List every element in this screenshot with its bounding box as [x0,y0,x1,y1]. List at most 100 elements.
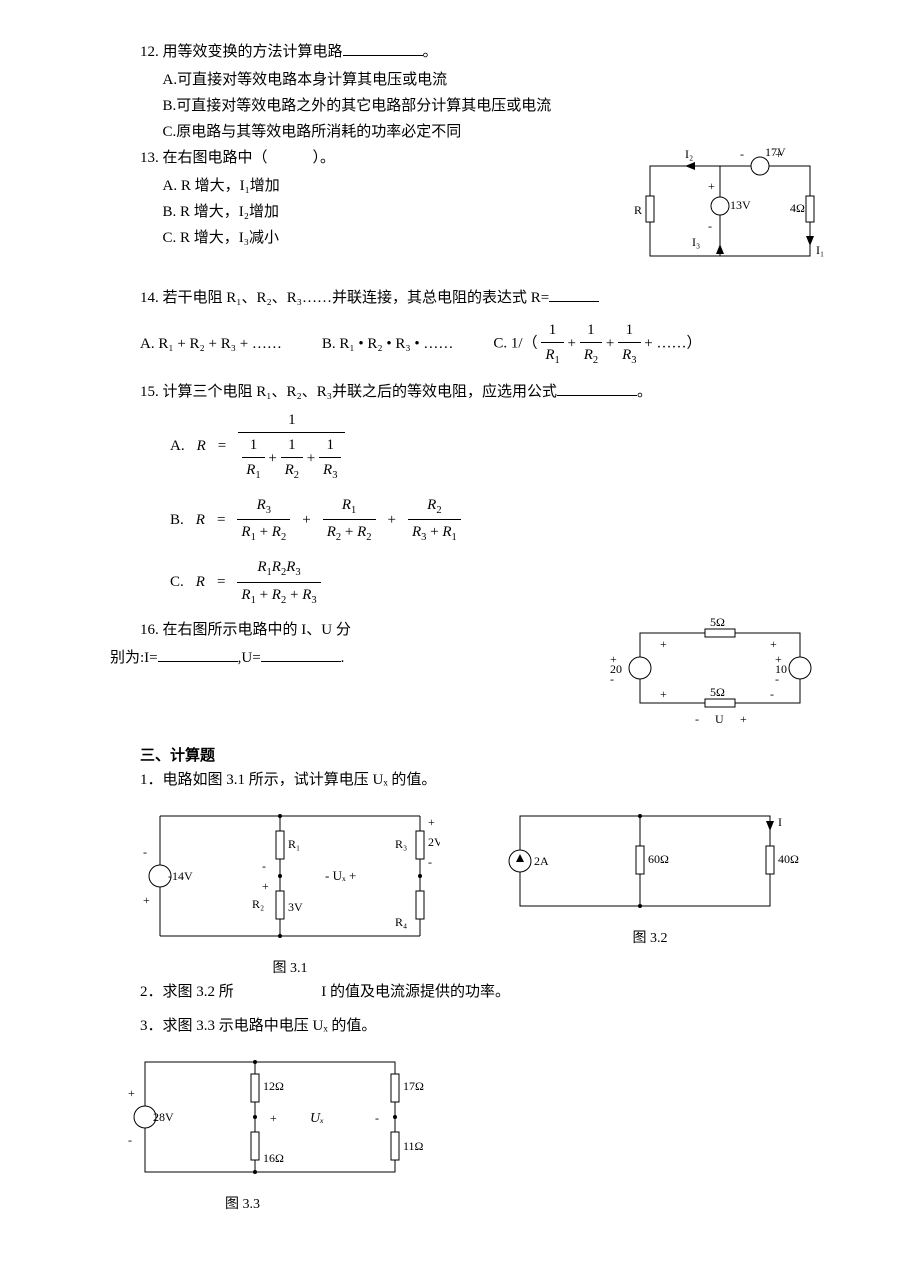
svg-text:+: + [770,637,777,651]
p1-r4: R₄ [395,915,407,929]
q13-i2: I₂ [685,147,693,161]
q14-opts: A. R₁ + R₂ + R₃ + …… B. R₁ • R₂ • R₃ • …… [140,318,830,370]
q13-opt-a: A. R 增大，I₁增加 [163,174,611,198]
q15-a-label: A. [170,434,185,458]
q16-u: U [715,712,724,726]
q13-stem: 13. 在右图电路中（ ）。 [110,146,610,170]
p2-r1: 60Ω [648,852,669,866]
q13-opt-c: C. R 增大，I₃减小 [163,226,611,250]
svg-text:+: + [660,637,667,651]
svg-text:-: - [128,1133,132,1147]
p1-stem: 1．电路如图 3.1 所示，试计算电压 Uₓ 的值。 [110,768,830,792]
q16-rtop: 5Ω [710,618,725,629]
q13-r2: 4Ω [790,201,805,215]
svg-text:+: + [428,815,435,829]
p1-v3: 3V [288,900,303,914]
p3-r1: 12Ω [263,1079,284,1093]
q15-stem: 15. 计算三个电阻 R₁、R₂、R₃并联之后的等效电阻，应选用公式 。 [110,380,830,404]
q13-v2: 13V [730,198,751,212]
p1-caption: 图 3.1 [140,958,440,980]
svg-text:+: + [660,687,667,701]
p1-circuit: - + -14V R₁ R₂ - + 3V R₃ R₄ + - 2V - U [140,796,440,980]
p3-circuit: + - 28V 12Ω 16Ω 17Ω 11Ω + - Uₓ 图 3.3 [125,1042,830,1216]
p1-r3: R₃ [395,837,407,851]
q13-circuit: - + 17V I₂ R + - 13V I₃ 4Ω I₁ [630,146,830,276]
svg-text:- Uₓ +: - Uₓ + [325,868,356,883]
p1-v2: 2V [428,835,440,849]
svg-text:-: - [375,1111,379,1125]
q14-blank [549,286,599,302]
q13-i1: I₁ [816,243,824,257]
q14-stem: 14. 若干电阻 R₁、R₂、R₃……并联连接，其总电阻的表达式 R= [110,286,830,310]
q16-stem-c: ,U= [238,650,261,666]
q16-row: 16. 在右图所示电路中的 I、U 分 别为:I=,U=. 5Ω 5Ω + - … [110,618,830,738]
q14-c-post: + ……） [644,335,701,351]
svg-text:+: + [262,879,269,893]
svg-text:-: - [143,845,147,859]
q13-row: 13. 在右图电路中（ ）。 A. R 增大，I₁增加 B. R 增大，I₂增加… [110,146,830,276]
svg-text:-: - [770,687,774,701]
p3-circuit-svg: + - 28V 12Ω 16Ω 17Ω 11Ω + - Uₓ [125,1042,425,1192]
q12-blank [343,40,423,56]
q16-circuit: 5Ω 5Ω + - 20 + - 10 + + + - - + U [600,618,830,738]
q15-b-label: B. [170,508,184,532]
q14-opt-b: B. R₁ • R₂ • R₃ • …… [322,332,453,356]
q13-r: R [634,203,642,217]
p3-r4: 11Ω [403,1139,424,1153]
q16-circuit-svg: 5Ω 5Ω + - 20 + - 10 + + + - - + U [600,618,830,738]
p2-r2: 40Ω [778,852,799,866]
p3-caption: 图 3.3 [225,1194,830,1216]
svg-text:+: + [708,179,715,193]
q13-v1: 17V [765,146,786,159]
q13-circuit-svg: - + 17V I₂ R + - 13V I₃ 4Ω I₁ [630,146,830,276]
p3-stem: 3．求图 3.3 示电路中电压 Uₓ 的值。 [110,1014,830,1038]
q15-opt-c: C. R = R1R2R3R1 + R2 + R3 [170,555,830,610]
svg-text:+: + [270,1111,277,1125]
q12-tail: 。 [423,44,438,60]
p3-vsrc: 28V [153,1110,174,1124]
q12-stem: 12. 用等效变换的方法计算电路 。 [110,40,830,64]
svg-text:-: - [428,855,432,869]
q12-stem-text: 12. 用等效变换的方法计算电路 [140,44,343,60]
q15-stem-text: 15. 计算三个电阻 R₁、R₂、R₃并联之后的等效电阻，应选用公式 [140,384,557,400]
q14-stem-text: 14. 若干电阻 R₁、R₂、R₃……并联连接，其总电阻的表达式 R= [140,290,549,306]
p2-stem: 2．求图 3.2 所 I 的值及电流源提供的功率。 [110,980,830,1004]
p1-circuit-svg: - + -14V R₁ R₂ - + 3V R₃ R₄ + - 2V - U [140,796,440,956]
q16-rbot: 5Ω [710,685,725,699]
svg-text:-: - [695,712,699,726]
q15-tail: 。 [637,384,652,400]
p2-circuit: 2A 60Ω 40Ω I 图 3.2 [500,796,800,950]
p2-circuit-svg: 2A 60Ω 40Ω I [500,796,800,926]
q12-opt-a: A.可直接对等效电路本身计算其电压或电流 [163,68,831,92]
svg-text:+: + [740,712,747,726]
q14-opt-a: A. R₁ + R₂ + R₃ + …… [140,332,282,356]
p3-ux: Uₓ [310,1111,324,1126]
q13-opt-b: B. R 增大，I₂增加 [163,200,611,224]
q16-vleft: 20 [610,662,622,676]
q14-c-pre: C. 1/（ [493,335,537,351]
q16-line2: 别为:I=,U=. [110,646,580,670]
q15-opt-b: B. R = R3R1 + R2 + R1R2 + R2 + R2R3 + R1 [170,493,830,548]
p2-stem-b: I 的值及电流源提供的功率。 [321,984,510,1000]
p3-r2: 16Ω [263,1151,284,1165]
q13-i3: I₃ [692,235,700,249]
q16-blank-i [158,646,238,662]
p2-isrc: 2A [534,854,549,868]
q16-stem-a: 16. 在右图所示电路中的 I、U 分 [110,618,580,642]
svg-text:-: - [740,147,744,161]
section3-title: 三、计算题 [110,744,830,768]
q14-opt-c: C. 1/（ 1R1 + 1R2 + 1R3 + ……） [493,318,701,370]
q16-text: 16. 在右图所示电路中的 I、U 分 别为:I=,U=. [110,618,580,670]
q15-opt-a: A. R = 1 1R1 + 1R2 + 1R3 [170,408,830,485]
p1-figs: - + -14V R₁ R₂ - + 3V R₃ R₄ + - 2V - U [140,796,830,980]
p1-r2: R₂ [252,897,264,911]
svg-text:-: - [708,219,712,233]
q12-opt-c: C.原电路与其等效电路所消耗的功率必定不同 [163,120,831,144]
p1-ux: Uₓ [333,868,346,883]
p2-i: I [778,815,782,829]
p2-caption: 图 3.2 [500,928,800,950]
q16-blank-u [261,646,341,662]
q15-blank [557,380,637,396]
p1-r1: R₁ [288,837,300,851]
q15-c-label: C. [170,570,184,594]
